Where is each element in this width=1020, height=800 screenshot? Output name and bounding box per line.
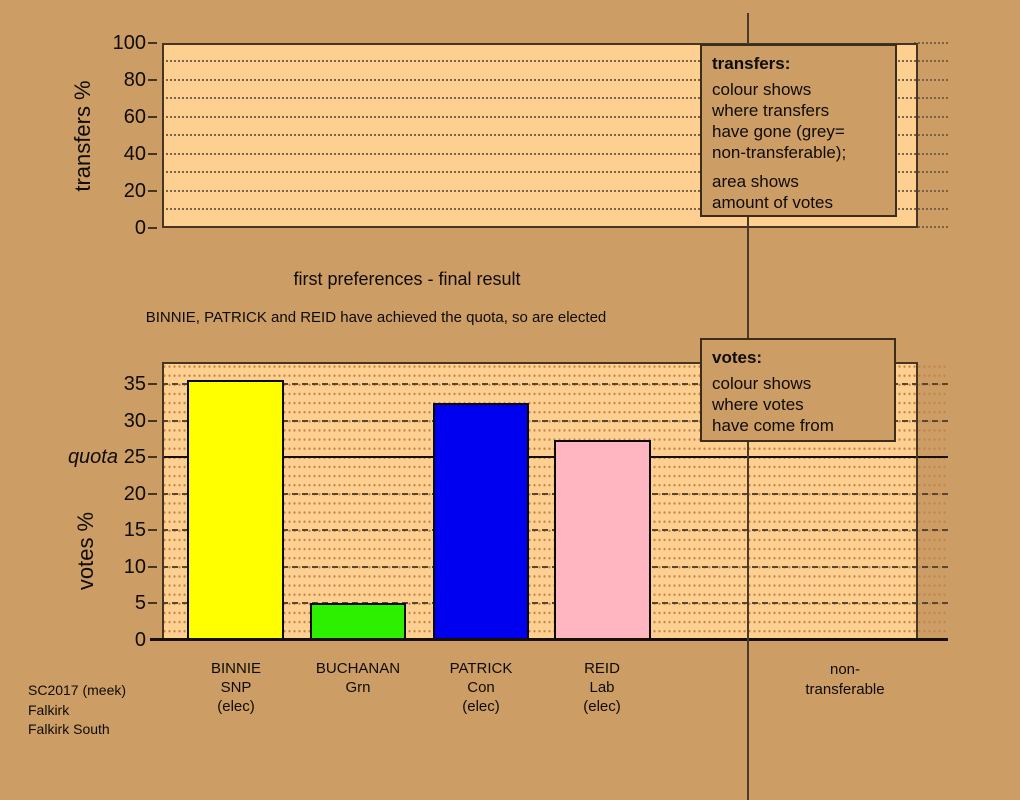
gridline — [162, 116, 948, 118]
candidate-name: BINNIE — [210, 660, 261, 677]
y-tick-label: 35 — [123, 373, 146, 395]
candidate-party: Lab — [589, 679, 615, 696]
bars-layer — [162, 362, 948, 640]
y-tick-label: 100 — [112, 32, 146, 54]
election-ward: Falkirk South — [28, 721, 110, 737]
y-tick-label: 80 — [123, 69, 146, 91]
chart-subtitle: BINNIE, PATRICK and REID have achieved t… — [145, 309, 607, 326]
y-tick-label: 0 — [134, 629, 146, 651]
gridline — [162, 171, 948, 173]
y-tick-mark — [148, 420, 157, 422]
y-tick-mark — [148, 79, 157, 81]
bar-reid — [554, 440, 651, 640]
candidate-party: Con — [467, 679, 495, 696]
y-tick-label: 20 — [123, 180, 146, 202]
votes-legend-text: colour shows where votes have come from — [712, 374, 834, 435]
bar-binnie — [187, 380, 284, 640]
candidate-name: PATRICK — [449, 660, 513, 677]
transfers-plot-border — [162, 43, 918, 228]
election-counter: SC2017 (meek) — [28, 682, 127, 698]
y-tick-label: 60 — [123, 106, 146, 128]
gridline — [162, 60, 948, 62]
bar-buchanan — [310, 603, 406, 640]
bar-patrick — [433, 403, 529, 640]
y-tick-mark — [148, 529, 157, 531]
votes-legend-box: votes: colour shows where votes have com… — [700, 338, 896, 442]
y-tick-label: 15 — [123, 519, 146, 541]
x-label-patrick: PATRICK Con (elec) — [406, 659, 556, 716]
candidate-party: Grn — [345, 679, 371, 696]
y-tick-label: 5 — [134, 592, 146, 614]
candidate-status: (elec) — [462, 698, 500, 715]
y-tick-mark — [148, 493, 157, 495]
votes-x-axis — [150, 638, 948, 641]
election-id-block: SC2017 (meek) Falkirk Falkirk South — [28, 681, 126, 740]
gridline — [162, 190, 948, 192]
gridline-35 — [162, 383, 948, 385]
candidate-name: REID — [584, 660, 620, 677]
x-label-non-transferable: non- transferable — [805, 661, 885, 698]
transfers-legend-text: area shows amount of votes — [712, 172, 833, 212]
transfers-legend-heading: transfers: — [712, 54, 791, 73]
transfers-legend-text: colour shows where transfers have gone (… — [712, 80, 847, 162]
transfers-axis-title: transfers % — [70, 80, 95, 192]
candidate-status: (elec) — [583, 698, 621, 715]
gridline — [914, 226, 948, 228]
y-tick-mark — [148, 566, 157, 568]
x-label-buchanan: BUCHANAN Grn — [283, 659, 433, 697]
y-tick-mark — [148, 116, 157, 118]
candidate-name: BUCHANAN — [315, 660, 401, 677]
gridline-30 — [162, 420, 948, 422]
gridline — [162, 153, 948, 155]
candidate-party: SNP — [220, 679, 252, 696]
gridline — [914, 42, 948, 44]
y-tick-mark — [148, 227, 157, 229]
y-tick-label: 10 — [123, 556, 146, 578]
gridline — [162, 79, 948, 81]
gridline — [162, 134, 948, 136]
y-tick-label: 20 — [123, 483, 146, 505]
y-tick-mark — [148, 383, 157, 385]
votes-plot-area — [162, 362, 948, 640]
y-tick-label: 25 — [123, 446, 146, 468]
y-tick-label: 30 — [123, 410, 146, 432]
y-tick-mark — [148, 456, 157, 458]
chart-title: first preferences - final result — [293, 269, 521, 289]
gridline — [162, 97, 948, 99]
y-tick-label: 0 — [134, 217, 146, 239]
y-tick-mark — [148, 602, 157, 604]
votes-legend-heading: votes: — [712, 348, 763, 367]
candidate-status: (elec) — [217, 698, 255, 715]
y-tick-label: 40 — [123, 143, 146, 165]
election-council: Falkirk — [28, 701, 70, 718]
y-tick-mark — [148, 190, 157, 192]
quota-label: quota — [67, 446, 118, 468]
gridline — [162, 208, 948, 210]
y-tick-mark — [148, 42, 157, 44]
x-label-reid: REID Lab (elec) — [527, 659, 677, 716]
transfers-legend-box: transfers: colour shows where transfers … — [700, 44, 897, 217]
y-tick-mark — [148, 153, 157, 155]
x-label-binnie: BINNIE SNP (elec) — [161, 659, 311, 716]
votes-axis-title: votes % — [73, 511, 98, 591]
